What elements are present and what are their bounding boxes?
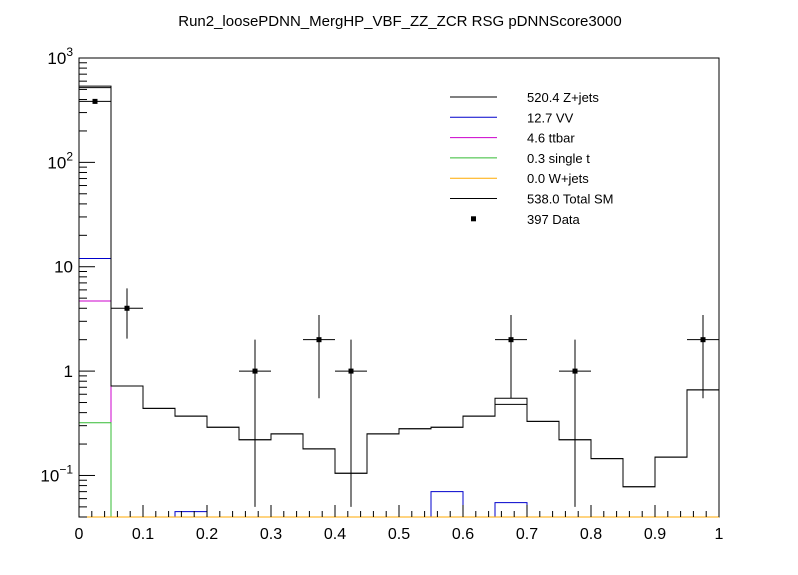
data-point-marker xyxy=(572,368,578,374)
data-point-marker xyxy=(92,98,98,104)
y-tick-label: 10 xyxy=(54,258,73,277)
x-tick-label: 0.1 xyxy=(132,526,154,543)
legend: 520.4 Z+jets 12.7 VV 4.6 ttbar 0.3 single t… xyxy=(450,90,613,227)
x-tick-label: 0.3 xyxy=(260,526,282,543)
x-tick-label: 1 xyxy=(715,526,724,543)
x-tick-label: 0.7 xyxy=(516,526,538,543)
legend-label-single-t: 0.3 single t xyxy=(527,151,590,166)
data-point-marker xyxy=(316,337,322,343)
chart-title: Run2_loosePDNN_MergHP_VBF_ZZ_ZCR RSG pDN… xyxy=(178,13,622,30)
x-tick-label: 0.9 xyxy=(644,526,666,543)
x-tick-label: 0.5 xyxy=(388,526,410,543)
legend-label-vv: 12.7 VV xyxy=(527,110,574,125)
plot-frame xyxy=(78,57,720,518)
x-tick-label: 0.8 xyxy=(580,526,602,543)
data-layer xyxy=(79,98,719,507)
data-point-marker xyxy=(700,337,706,343)
legend-label-w-jets: 0.0 W+jets xyxy=(527,171,589,186)
histogram-layer xyxy=(78,85,720,518)
legend-label-ttbar: 4.6 ttbar xyxy=(527,131,575,146)
x-tick-label: 0.6 xyxy=(452,526,474,543)
legend-label-z-jets: 520.4 Z+jets xyxy=(527,90,599,105)
legend-label-data: 397 Data xyxy=(527,212,581,227)
x-tick-label: 0.4 xyxy=(324,526,346,543)
y-tick-label: 103 xyxy=(47,45,73,68)
x-tick-label: 0.2 xyxy=(196,526,218,543)
data-point-marker xyxy=(348,368,354,374)
legend-label-total-sm: 538.0 Total SM xyxy=(527,192,613,207)
data-point-marker xyxy=(508,337,514,343)
series-z-jets-line xyxy=(78,87,720,517)
data-point-marker xyxy=(124,305,130,311)
legend-swatch-data xyxy=(471,216,476,222)
axes-layer: 0 0.1 0.2 0.3 0.4 0.5 0.6 0.7 0.8 0.9 1 10−1 1 10 102 1… xyxy=(40,45,723,543)
y-tick-label: 1 xyxy=(64,362,73,381)
y-tick-label: 102 xyxy=(47,149,73,172)
y-tick-label: 10−1 xyxy=(40,462,73,485)
x-tick-label: 0 xyxy=(75,526,84,543)
series-total-sm-line xyxy=(78,85,720,517)
data-point-marker xyxy=(252,368,258,374)
